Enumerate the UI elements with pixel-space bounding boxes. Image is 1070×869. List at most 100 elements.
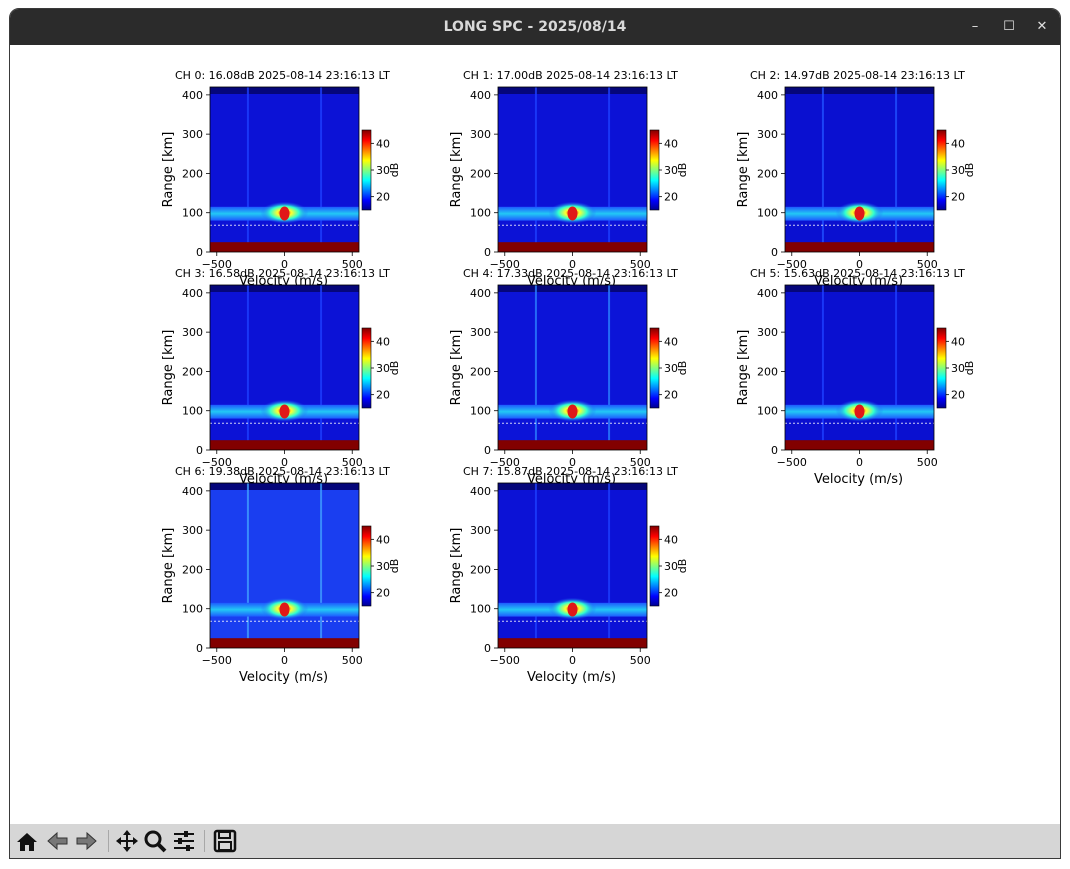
zoom-button[interactable]: [142, 828, 168, 854]
y-tick-label: 200: [182, 563, 203, 576]
echo-peak: [854, 206, 865, 221]
x-tick-label: 0: [856, 258, 863, 271]
heatmap-background: [785, 285, 934, 450]
save-icon: [213, 829, 237, 853]
y-tick-label: 200: [470, 167, 491, 180]
colorbar-tick-label: 30: [664, 362, 678, 375]
navigation-toolbar: [10, 824, 1060, 858]
close-button[interactable]: ✕: [1036, 19, 1048, 34]
interference-line: [821, 285, 824, 450]
interference-line: [534, 87, 537, 252]
interference-line: [895, 87, 898, 252]
y-tick-label: 400: [182, 287, 203, 300]
interference-line: [608, 285, 611, 450]
back-button[interactable]: [44, 828, 70, 854]
colorbar-tick-label: 20: [664, 389, 678, 402]
heatmap-top-strip: [498, 87, 647, 94]
chart-panel-ch4[interactable]: CH 4: 17.33dB 2025-08-14 23:16:13 LT 0 100…: [449, 267, 689, 487]
chart-panel-ch1[interactable]: CH 1: 17.00dB 2025-08-14 23:16:13 LT 0 100…: [449, 69, 689, 289]
chart-panel-ch5[interactable]: CH 5: 15.63dB 2025-08-14 23:16:13 LT 0 100…: [736, 267, 976, 487]
window-title: LONG SPC - 2025/08/14: [443, 19, 627, 35]
heatmap-top-strip: [498, 285, 647, 292]
y-tick-label: 100: [470, 207, 491, 220]
colorbar-tick-label: 30: [664, 164, 678, 177]
x-tick-label: −500: [490, 456, 520, 469]
x-tick-label: −500: [777, 258, 807, 271]
configure-subplots-icon: [174, 831, 194, 851]
y-axis-label: Range [km]: [736, 132, 751, 208]
chart-panel-ch2[interactable]: CH 2: 14.97dB 2025-08-14 23:16:13 LT 0 100…: [736, 69, 976, 289]
ground-clutter-strip: [210, 242, 359, 252]
colorbar: [361, 525, 372, 607]
echo-peak: [567, 404, 578, 419]
y-tick-label: 200: [182, 167, 203, 180]
chart-panel-ch0[interactable]: CH 0: 16.08dB 2025-08-14 23:16:13 LT 0 100…: [161, 69, 401, 289]
minimize-button[interactable]: –: [971, 19, 979, 34]
forward-button[interactable]: [74, 828, 100, 854]
y-tick-label: 200: [470, 563, 491, 576]
chart-title: CH 0: 16.08dB 2025-08-14 23:16:13 LT: [175, 69, 390, 82]
save-button[interactable]: [212, 828, 238, 854]
y-axis-label: Range [km]: [449, 330, 464, 406]
y-tick-label: 100: [470, 603, 491, 616]
y-tick-label: 300: [757, 128, 778, 141]
configure-subplots-button[interactable]: [171, 828, 197, 854]
ground-clutter-strip: [210, 638, 359, 648]
colorbar-tick-label: 40: [376, 533, 390, 546]
colorbar-tick-label: 20: [951, 191, 965, 204]
maximize-button[interactable]: ☐: [1003, 19, 1015, 34]
ground-clutter-strip: [498, 440, 647, 450]
chart-title: CH 4: 17.33dB 2025-08-14 23:16:13 LT: [463, 267, 678, 280]
chart-panel-ch7[interactable]: CH 7: 15.87dB 2025-08-14 23:16:13 LT 0 100…: [449, 465, 689, 685]
interference-line: [608, 87, 611, 252]
heatmap-background: [498, 483, 647, 648]
ground-clutter-strip: [498, 638, 647, 648]
x-tick-label: 500: [630, 258, 651, 271]
colorbar-label: dB: [676, 163, 689, 178]
pan-button[interactable]: [114, 828, 140, 854]
colorbar-tick-label: 40: [664, 335, 678, 348]
chart-panel-ch6[interactable]: CH 6: 19.38dB 2025-08-14 23:16:13 LT 0 100…: [161, 465, 401, 685]
echo-peak: [279, 602, 290, 617]
colorbar-label: dB: [388, 361, 401, 376]
colorbar-label: dB: [963, 163, 976, 178]
x-tick-label: 0: [856, 456, 863, 469]
y-tick-label: 300: [757, 326, 778, 339]
heatmap-top-strip: [210, 285, 359, 292]
heatmap-background: [210, 285, 359, 450]
colorbar-tick-label: 30: [376, 362, 390, 375]
y-tick-label: 0: [484, 246, 491, 259]
home-icon: [17, 833, 37, 851]
y-tick-label: 400: [182, 89, 203, 102]
app-window: LONG SPC - 2025/08/14 – ☐ ✕ CH 0: 16.08d…: [9, 8, 1061, 859]
x-tick-label: 500: [917, 258, 938, 271]
interference-line: [320, 87, 323, 252]
chart-title: CH 1: 17.00dB 2025-08-14 23:16:13 LT: [463, 69, 678, 82]
colorbar: [936, 129, 947, 211]
colorbar-tick-label: 20: [376, 191, 390, 204]
colorbar: [361, 327, 372, 409]
y-tick-label: 400: [182, 485, 203, 498]
echo-peak: [279, 404, 290, 419]
figure-canvas[interactable]: CH 0: 16.08dB 2025-08-14 23:16:13 LT 0 100…: [10, 45, 1060, 825]
colorbar: [361, 129, 372, 211]
zoom-icon: [144, 830, 167, 853]
y-tick-label: 0: [771, 444, 778, 457]
title-bar[interactable]: LONG SPC - 2025/08/14 – ☐ ✕: [10, 9, 1060, 45]
interference-line: [821, 87, 824, 252]
y-tick-label: 100: [182, 207, 203, 220]
y-tick-label: 400: [757, 89, 778, 102]
colorbar-label: dB: [676, 361, 689, 376]
chart-panel-ch3[interactable]: CH 3: 16.58dB 2025-08-14 23:16:13 LT 0 100…: [161, 267, 401, 487]
chart-title: CH 3: 16.58dB 2025-08-14 23:16:13 LT: [175, 267, 390, 280]
ground-clutter-strip: [498, 242, 647, 252]
y-axis-label: Range [km]: [449, 132, 464, 208]
home-button[interactable]: [14, 828, 40, 854]
interference-line: [320, 483, 323, 648]
y-tick-label: 100: [182, 405, 203, 418]
colorbar-tick-label: 40: [664, 137, 678, 150]
y-tick-label: 100: [182, 603, 203, 616]
toolbar-separator: [108, 830, 109, 852]
colorbar-label: dB: [388, 163, 401, 178]
x-tick-label: 0: [569, 258, 576, 271]
